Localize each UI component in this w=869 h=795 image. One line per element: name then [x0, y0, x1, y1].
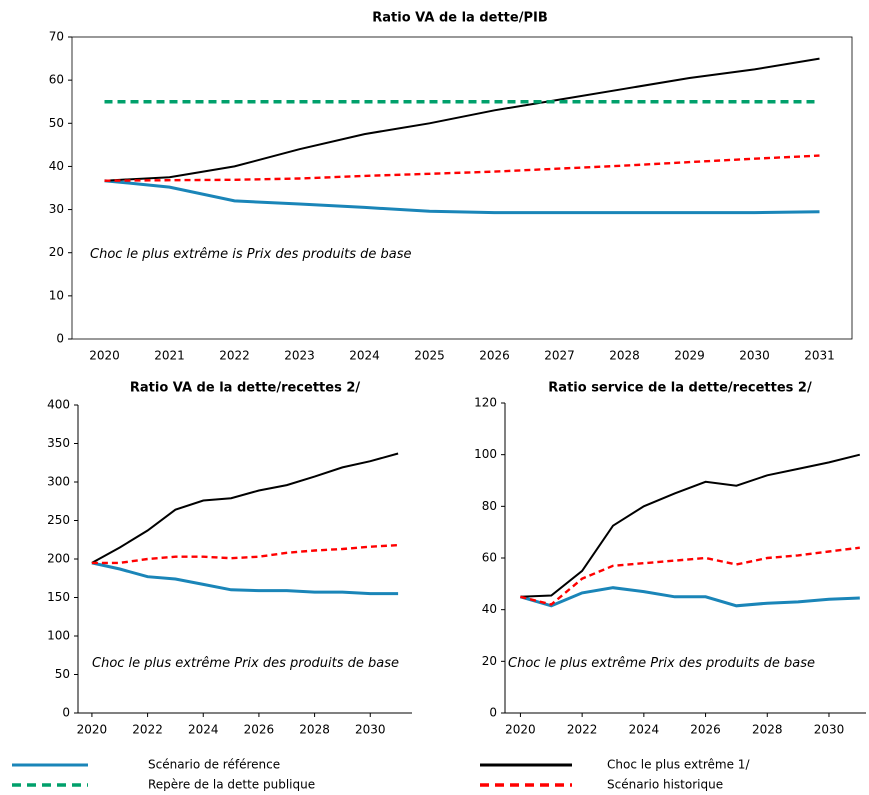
- y-tick-label: 20: [49, 245, 64, 259]
- y-tick-label: 70: [49, 30, 64, 44]
- y-tick-label: 0: [62, 706, 70, 720]
- chart-title: Ratio service de la dette/recettes 2/: [548, 381, 812, 396]
- plot-frame: [71, 36, 853, 340]
- annotation: Choc le plus extrême Prix des produits d…: [508, 656, 816, 671]
- y-tick-label: 400: [47, 398, 70, 412]
- x-tick-label: 2022: [219, 349, 250, 363]
- x-tick-label: 2030: [739, 349, 770, 363]
- chart-title: Ratio VA de la dette/recettes 2/: [130, 381, 361, 396]
- x-tick-label: 2024: [188, 723, 219, 737]
- x-tick-label: 2028: [609, 349, 640, 363]
- x-tick-label: 2028: [299, 723, 330, 737]
- y-tick-label: 50: [55, 667, 70, 681]
- x-tick-label: 2022: [132, 723, 163, 737]
- x-tick-label: 2030: [814, 723, 845, 737]
- x-tick-label: 2031: [804, 349, 835, 363]
- x-tick-label: 2027: [544, 349, 575, 363]
- series-line: [520, 453, 861, 598]
- chart-title: Ratio VA de la dette/PIB: [372, 11, 547, 26]
- y-tick-label: 40: [49, 159, 64, 173]
- y-tick-label: 0: [489, 706, 497, 720]
- y-tick-label: 10: [49, 288, 64, 302]
- y-tick-label: 150: [47, 590, 70, 604]
- series-line: [104, 154, 820, 182]
- y-tick-label: 250: [47, 513, 70, 527]
- y-tick-label: 350: [47, 436, 70, 450]
- x-tick-label: 2020: [505, 723, 536, 737]
- y-tick-label: 60: [49, 73, 64, 87]
- x-tick-label: 2026: [479, 349, 510, 363]
- x-tick-label: 2022: [567, 723, 598, 737]
- legend-label: Choc le plus extrême 1/: [607, 758, 750, 772]
- x-tick-label: 2026: [244, 723, 275, 737]
- annotation: Choc le plus extrême is Prix des produit…: [90, 247, 412, 262]
- y-tick-label: 200: [47, 552, 70, 566]
- y-tick-label: 20: [482, 654, 497, 668]
- y-tick-label: 80: [482, 499, 497, 513]
- x-tick-label: 2030: [355, 723, 386, 737]
- y-tick-label: 300: [47, 475, 70, 489]
- x-tick-label: 2024: [349, 349, 380, 363]
- y-tick-label: 120: [474, 396, 497, 410]
- series-line: [519, 586, 860, 608]
- x-tick-label: 2021: [154, 349, 185, 363]
- y-tick-label: 100: [47, 629, 70, 643]
- x-tick-label: 2026: [690, 723, 721, 737]
- y-tick-label: 40: [482, 602, 497, 616]
- x-tick-label: 2020: [77, 723, 108, 737]
- legend-label: Repère de la dette publique: [148, 778, 315, 792]
- series-line: [91, 543, 399, 565]
- series-line: [91, 561, 399, 596]
- y-tick-label: 60: [482, 551, 497, 565]
- y-tick-label: 30: [49, 202, 64, 216]
- series-line: [104, 57, 820, 182]
- series-line: [91, 452, 399, 564]
- y-tick-label: 100: [474, 447, 497, 461]
- legend-label: Scénario de référence: [148, 758, 280, 772]
- x-tick-label: 2025: [414, 349, 445, 363]
- x-tick-label: 2020: [89, 349, 120, 363]
- x-tick-label: 2023: [284, 349, 315, 363]
- y-tick-label: 50: [49, 116, 64, 130]
- series-line: [104, 179, 820, 215]
- annotation: Choc le plus extrême Prix des produits d…: [92, 656, 400, 671]
- legend-label: Scénario historique: [607, 778, 723, 792]
- series-line: [520, 546, 860, 606]
- x-tick-label: 2029: [674, 349, 705, 363]
- x-tick-label: 2024: [629, 723, 660, 737]
- y-tick-label: 0: [56, 332, 64, 346]
- x-tick-label: 2028: [752, 723, 783, 737]
